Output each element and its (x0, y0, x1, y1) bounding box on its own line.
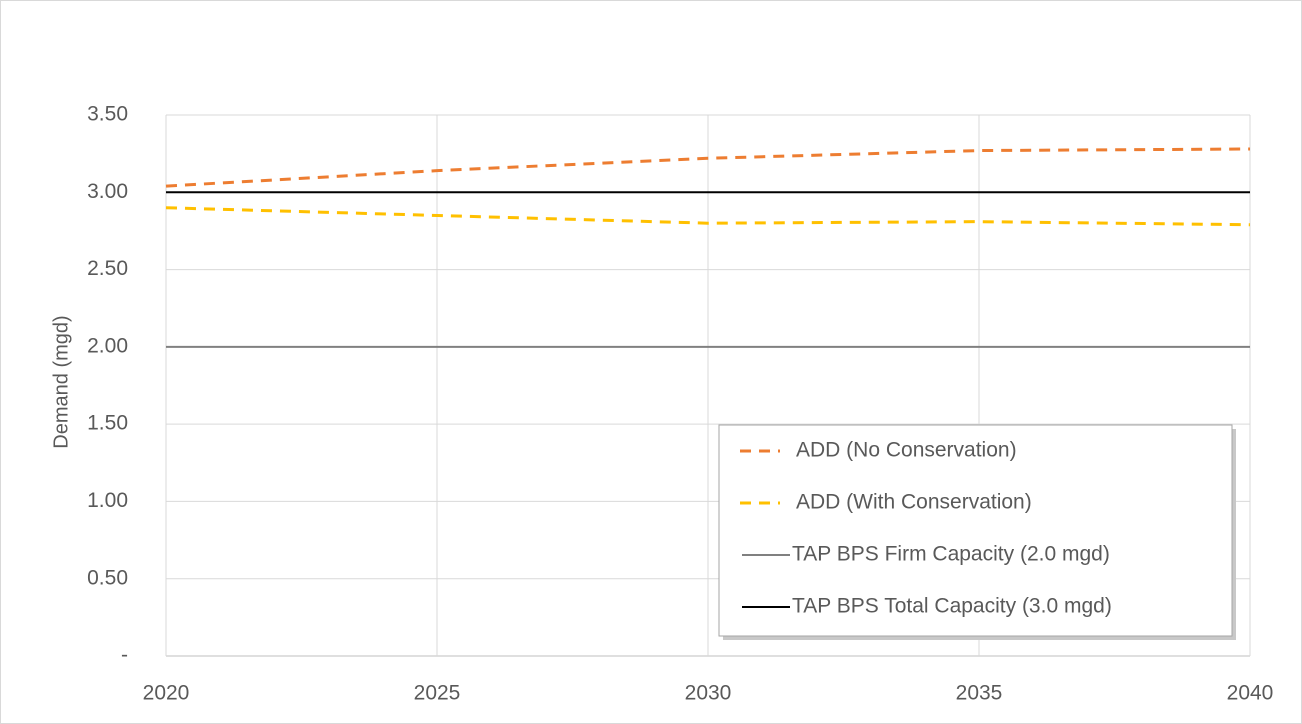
x-tick-label: 2035 (956, 682, 1003, 705)
series-line (165, 147, 1251, 188)
y-tick-label: 0.50 (87, 566, 128, 589)
y-tick-label: 1.00 (87, 489, 128, 512)
legend-label: TAP BPS Firm Capacity (2.0 mgd) (792, 543, 1110, 566)
y-tick-label: 2.50 (87, 257, 128, 280)
y-axis-label: Demand (mgd) (50, 315, 72, 448)
legend-label: ADD (No Conservation) (796, 439, 1017, 462)
y-tick-label: 1.50 (87, 412, 128, 435)
legend-label: TAP BPS Total Capacity (3.0 mgd) (792, 595, 1112, 618)
x-tick-label: 2030 (685, 682, 732, 705)
y-tick-label: 3.50 (87, 103, 128, 126)
y-tick-label: - (121, 644, 128, 667)
legend (718, 424, 1233, 637)
x-tick-label: 2020 (143, 682, 190, 705)
y-tick-label: 3.00 (87, 180, 128, 203)
legend-label: ADD (With Conservation) (796, 491, 1032, 514)
y-tick-label: 2.00 (87, 334, 128, 357)
x-tick-label: 2025 (414, 682, 461, 705)
x-tick-label: 2040 (1227, 682, 1274, 705)
series-line (165, 206, 1251, 227)
